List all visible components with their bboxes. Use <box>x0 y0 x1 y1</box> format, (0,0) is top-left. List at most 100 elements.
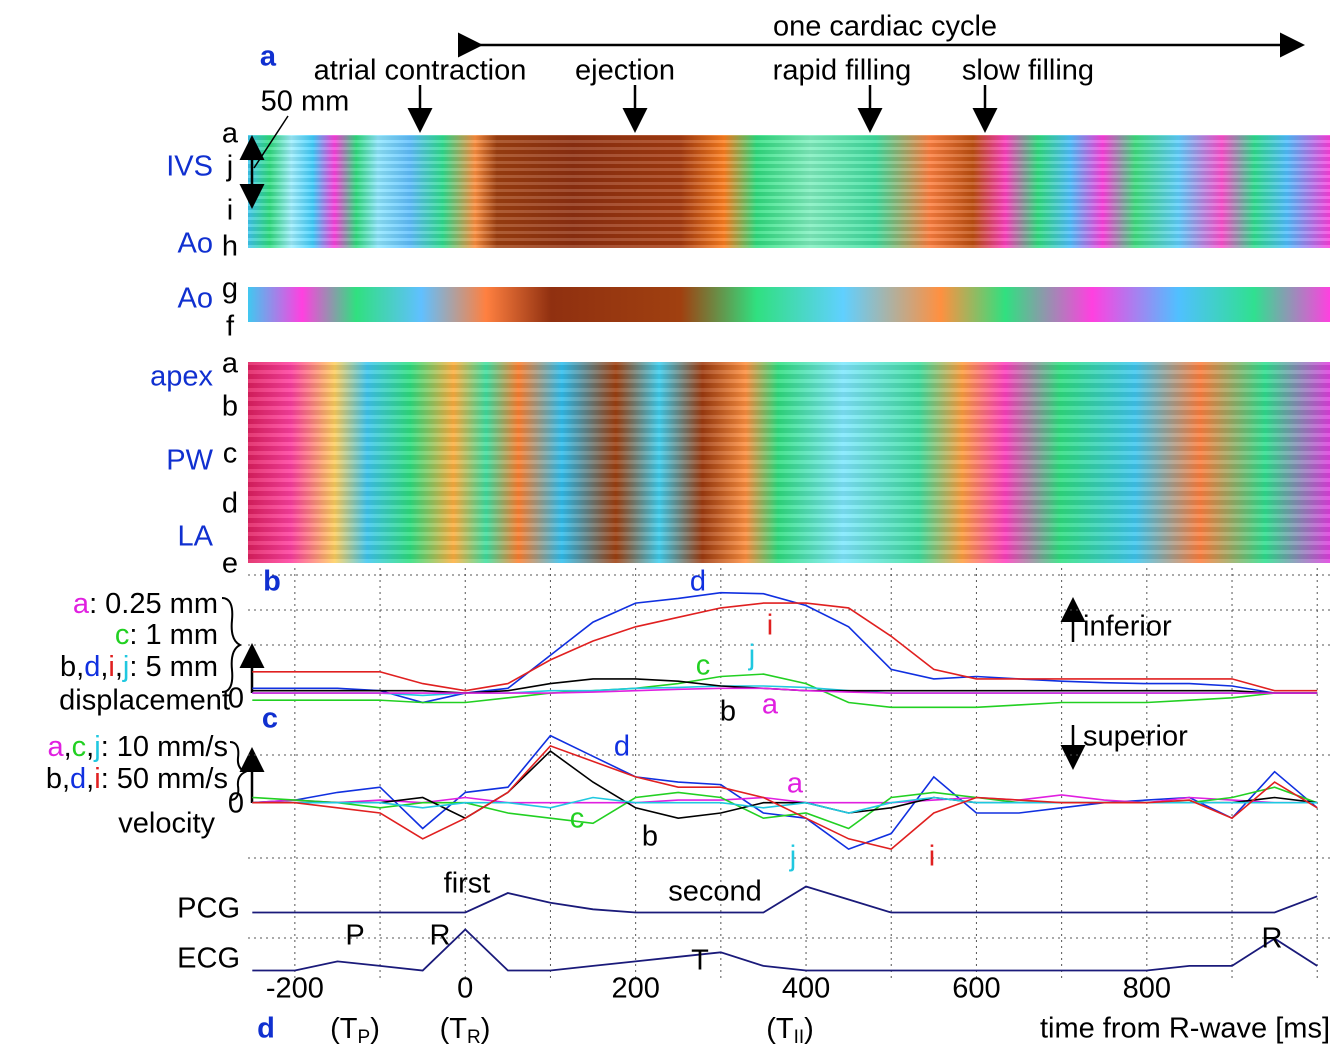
series-label: b <box>720 696 736 728</box>
axis-label: displacement <box>59 685 230 717</box>
scale-legend-part: , <box>64 731 72 763</box>
phase-label: atrial contraction <box>314 55 527 87</box>
scale-legend-part: j <box>93 731 100 763</box>
line-series <box>252 885 1318 914</box>
x-tick-label: -200 <box>266 973 324 1005</box>
scale-legend: b,d,i: 50 mm/s <box>46 763 228 795</box>
line-series <box>252 602 1318 692</box>
position-label: g <box>222 273 238 305</box>
scale-legend-part: b <box>46 763 62 795</box>
scale-legend: a: 0.25 mm <box>73 588 218 620</box>
position-label: a <box>222 348 239 380</box>
series-label: d <box>690 566 706 598</box>
scale-label: 50 mm <box>261 86 350 118</box>
event-label-part: (T <box>766 1013 794 1045</box>
signal-label: PCG <box>177 893 240 925</box>
scale-legend-part: b <box>60 651 76 683</box>
mmode-image-ivs <box>248 135 1330 248</box>
scale-legend-part: , <box>62 763 70 795</box>
zero-label: 0 <box>228 788 244 820</box>
scale-legend-part: : 5 mm <box>129 651 218 683</box>
x-tick-label: 200 <box>611 973 659 1005</box>
phase-label: ejection <box>575 55 675 87</box>
series-label: c <box>570 803 585 835</box>
signal-annotation: first <box>444 868 491 900</box>
region-label: IVS <box>166 151 213 183</box>
position-label: a <box>222 118 239 150</box>
scale-legend-part: , <box>86 731 94 763</box>
scale-legend: a,c,j: 10 mm/s <box>47 731 228 763</box>
signal-annotation: second <box>668 876 762 908</box>
mmode-image-ao <box>248 287 1330 322</box>
region-label: LA <box>178 521 214 553</box>
series-label: b <box>642 821 658 853</box>
scale-legend-part: d <box>70 763 86 795</box>
panel-letter: c <box>262 703 278 735</box>
decorations <box>221 32 1330 939</box>
phase-label: slow filling <box>962 55 1094 87</box>
scale-legend-part: c <box>115 619 130 651</box>
position-label: b <box>222 391 238 423</box>
scale-legend-part: i <box>108 651 114 683</box>
event-label-part: II <box>794 1027 805 1048</box>
scale-legend-part: j <box>122 651 129 683</box>
x-tick-label: 400 <box>782 973 830 1005</box>
scale-legend-part: : 1 mm <box>129 619 218 651</box>
series-label: a <box>787 768 804 800</box>
x-tick-label: 600 <box>952 973 1000 1005</box>
scale-legend-part: a <box>47 731 64 763</box>
mmode-image-pw <box>248 362 1330 563</box>
x-tick-label: 800 <box>1123 973 1171 1005</box>
direction-label: inferior <box>1083 611 1172 643</box>
series-label: a <box>762 689 779 721</box>
scale-legend-part: : 0.25 mm <box>89 588 218 620</box>
position-label: d <box>222 488 238 520</box>
event-label-part: ) <box>481 1013 491 1045</box>
position-label: e <box>222 548 238 580</box>
panel-letter: b <box>263 566 281 598</box>
scale-legend-part: , <box>115 651 123 683</box>
position-label: j <box>226 151 233 183</box>
scale-legend-part: , <box>100 651 108 683</box>
series-label: c <box>696 650 711 682</box>
scale-legend-part: : 50 mm/s <box>101 763 228 795</box>
line-series <box>252 744 1318 850</box>
series-label: d <box>614 731 630 763</box>
series-label: i <box>929 841 935 873</box>
series-label: j <box>789 841 796 873</box>
direction-label: superior <box>1083 721 1188 753</box>
region-label: Ao <box>178 228 213 260</box>
event-label-part: (T <box>440 1013 468 1045</box>
scale-legend-part: , <box>76 651 84 683</box>
event-label-part: R <box>467 1027 481 1048</box>
event-label: (TR) <box>440 1013 491 1048</box>
region-label: Ao <box>178 283 213 315</box>
region-label: apex <box>150 361 213 393</box>
signal-annotation: P <box>345 920 364 952</box>
event-label-part: ) <box>804 1013 814 1045</box>
axis-label: velocity <box>118 808 215 840</box>
scale-legend-part: d <box>84 651 100 683</box>
zero-label: 0 <box>228 683 244 715</box>
series-label: j <box>748 640 755 672</box>
scale-legend: c: 1 mm <box>115 619 218 651</box>
panel-letter: a <box>260 41 277 73</box>
x-axis-label: time from R-wave [ms] <box>1040 1013 1330 1045</box>
x-tick-label: 0 <box>457 973 473 1005</box>
event-label-part: (T <box>330 1013 358 1045</box>
line-series <box>252 591 1318 704</box>
line-series <box>252 673 1318 709</box>
line-series <box>252 928 1318 972</box>
position-label: i <box>227 195 233 227</box>
event-label: (TII) <box>766 1013 814 1048</box>
chart-title: one cardiac cycle <box>773 11 997 43</box>
signal-annotation: T <box>691 945 709 977</box>
region-label: PW <box>166 445 213 477</box>
line-series <box>252 687 1318 694</box>
signal-annotation: R <box>430 920 451 952</box>
position-label: h <box>222 231 238 263</box>
signal-label: ECG <box>177 943 240 975</box>
event-label-part: ) <box>370 1013 380 1045</box>
scale-legend-part: i <box>94 763 100 795</box>
